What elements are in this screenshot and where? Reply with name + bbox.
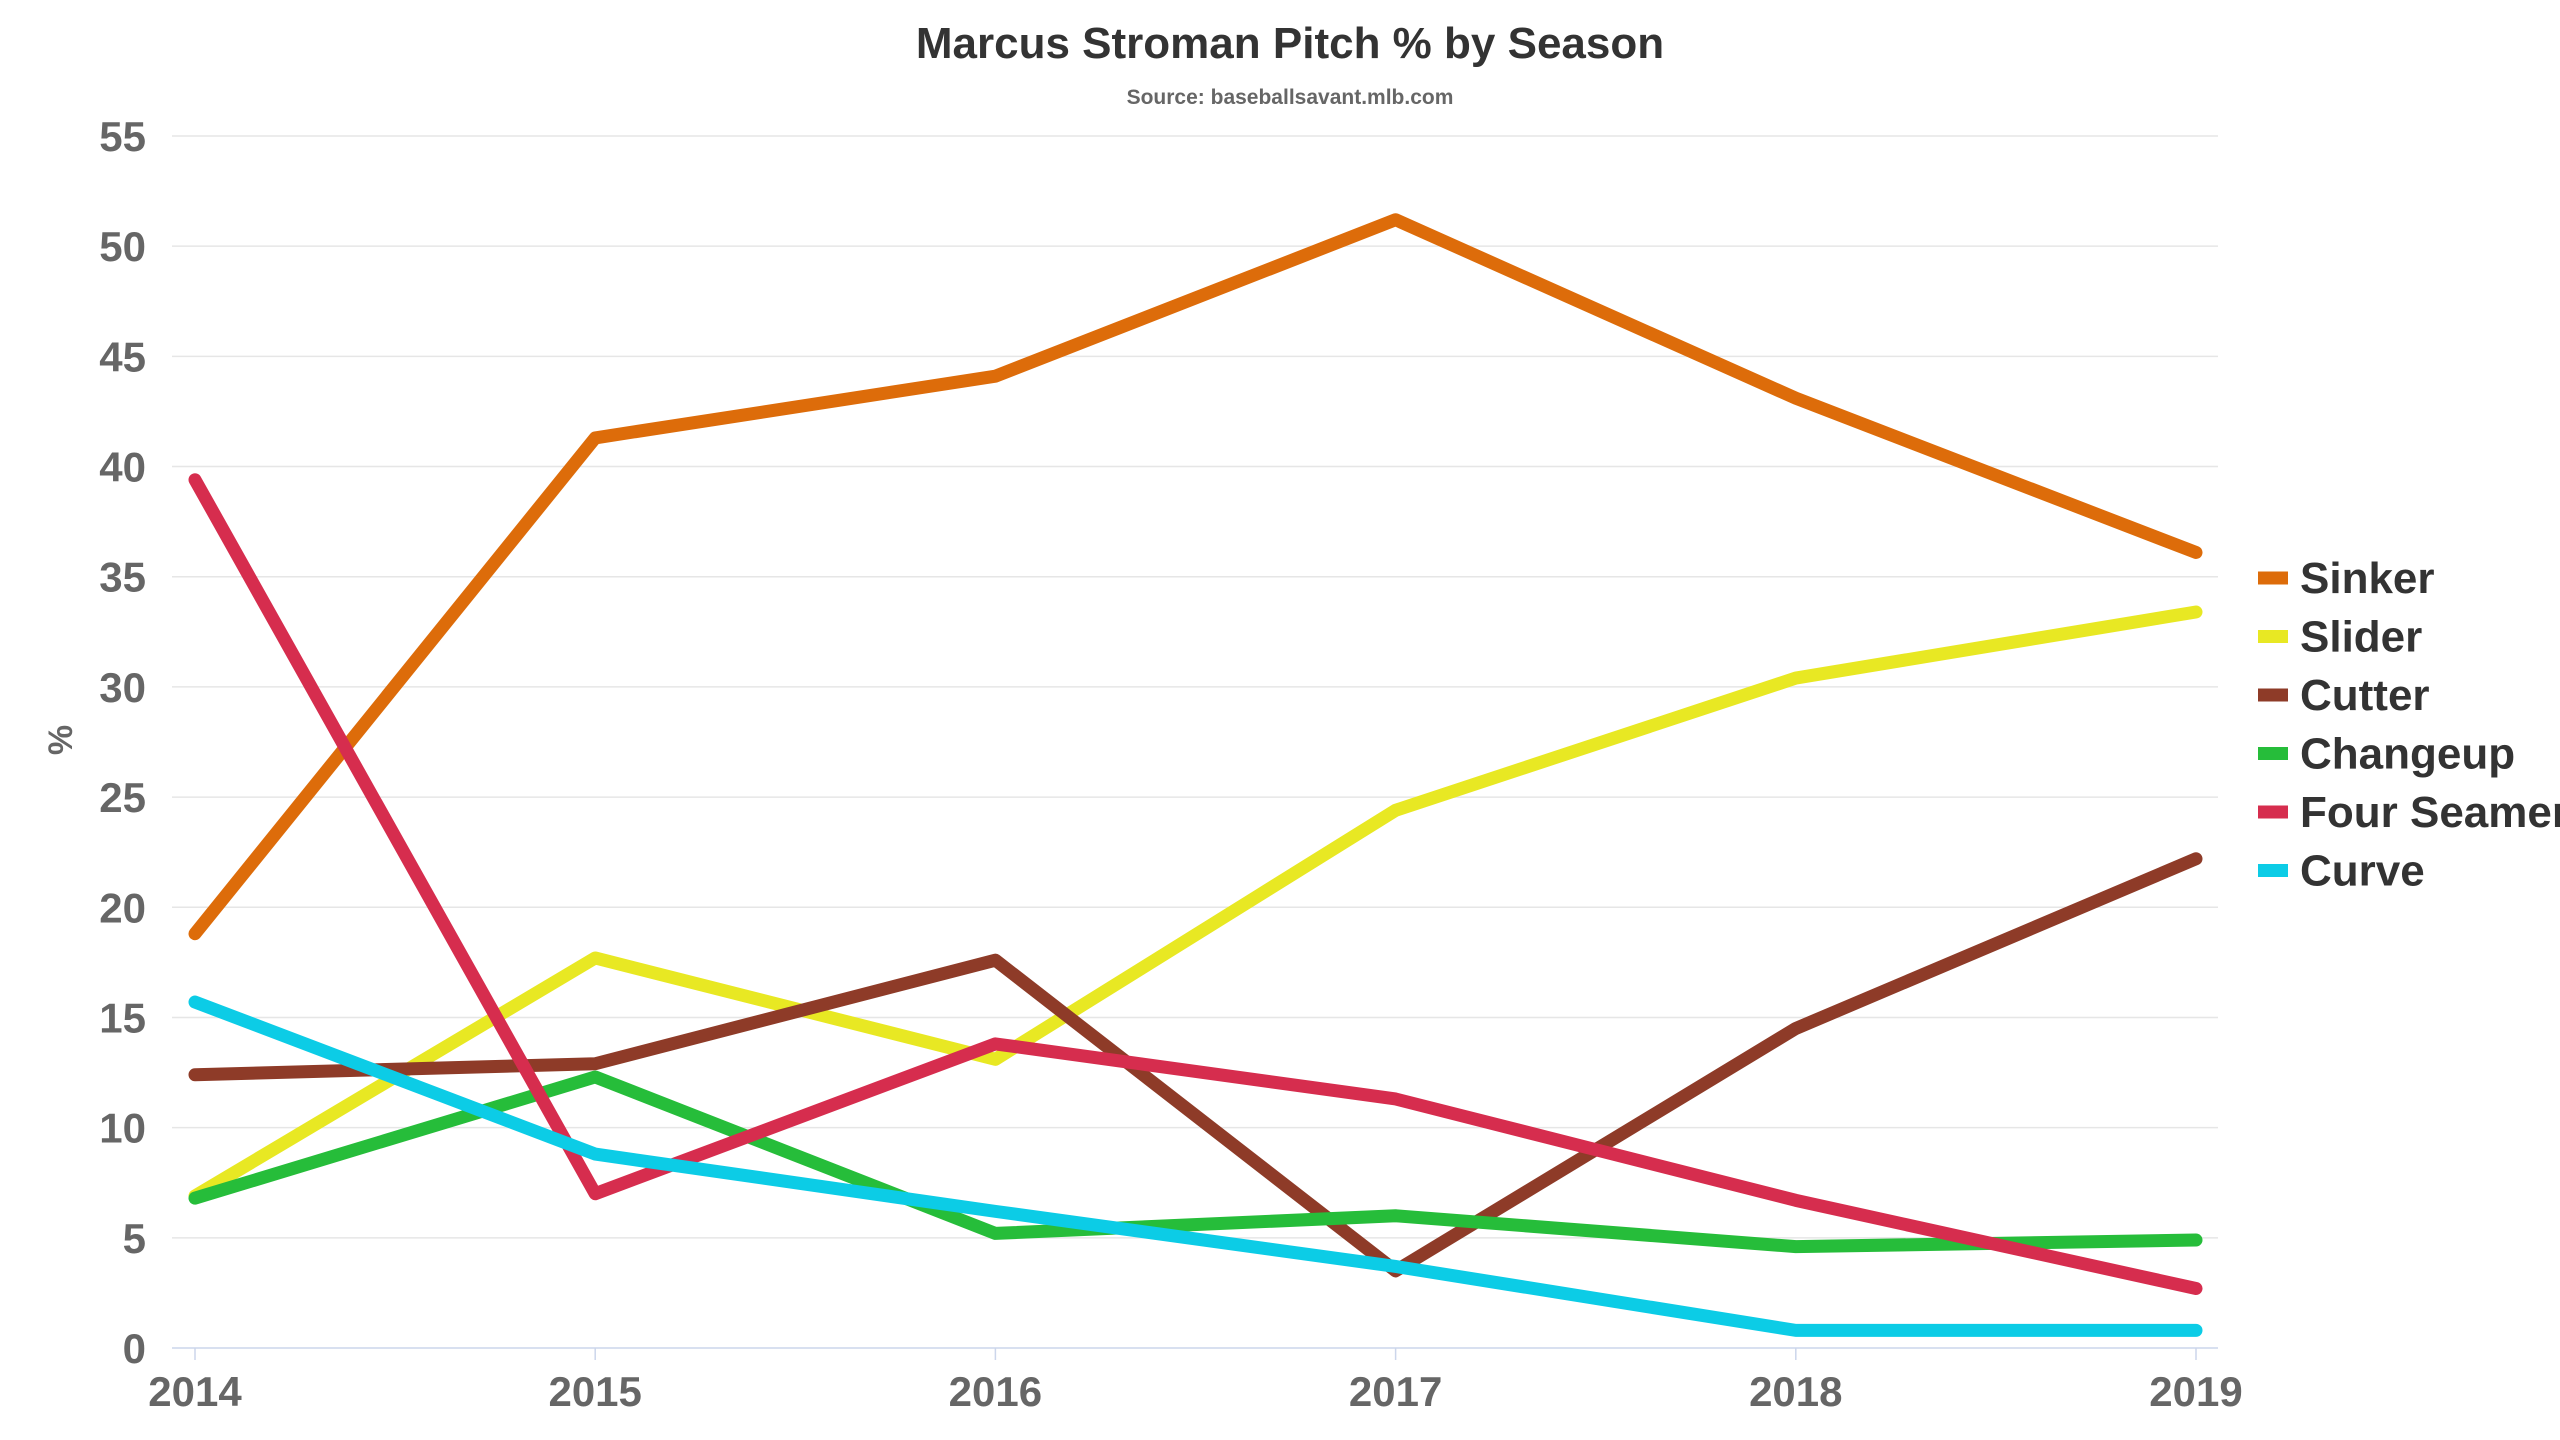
legend-label: Cutter: [2300, 671, 2430, 720]
legend-item-changeup[interactable]: Changeup: [2258, 730, 2515, 779]
y-axis-label: %: [42, 725, 80, 755]
y-tick-label: 35: [99, 554, 146, 601]
legend-item-sinker[interactable]: Sinker: [2258, 554, 2435, 603]
legend-label: Sinker: [2300, 554, 2435, 603]
series-line-cutter[interactable]: [188, 852, 2203, 1278]
legend-item-four-seamer[interactable]: Four Seamer: [2258, 788, 2560, 837]
chart-subtitle: Source: baseballsavant.mlb.com: [1127, 86, 1454, 109]
x-tick-label: 2019: [2149, 1368, 2242, 1415]
chart-title: Marcus Stroman Pitch % by Season: [916, 19, 1664, 68]
y-tick-label: 0: [123, 1325, 146, 1372]
series-line-sinker[interactable]: [188, 213, 2203, 941]
y-tick-label: 25: [99, 774, 146, 821]
y-tick-label: 40: [99, 444, 146, 491]
legend-label: Curve: [2300, 847, 2425, 896]
y-tick-label: 30: [99, 664, 146, 711]
legend-label: Four Seamer: [2300, 788, 2560, 837]
legend-item-slider[interactable]: Slider: [2258, 613, 2422, 662]
legend: Sinker Slider Cutter Changeup Four Seamer Cur…: [2258, 554, 2560, 896]
y-tick-label: 15: [99, 994, 146, 1041]
x-tick-label: 2018: [1749, 1368, 1842, 1415]
y-tick-label: 10: [99, 1105, 146, 1152]
y-tick-label: 45: [99, 333, 146, 380]
y-tick-label: 20: [99, 884, 146, 931]
x-tick-label: 2017: [1349, 1368, 1442, 1415]
legend-label: Changeup: [2300, 730, 2515, 779]
y-tick-label: 55: [99, 113, 146, 160]
series-line-four-seamer[interactable]: [188, 473, 2203, 1296]
series-line-curve[interactable]: [188, 995, 2203, 1337]
y-tick-label: 5: [123, 1215, 146, 1262]
series-line-slider[interactable]: [188, 605, 2203, 1203]
x-axis-ticks: 2014 2015 2016 2017 2018 2019: [148, 1348, 2243, 1415]
x-tick-label: 2016: [949, 1368, 1042, 1415]
series-line-changeup[interactable]: [188, 1070, 2203, 1254]
legend-label: Slider: [2300, 613, 2422, 662]
legend-item-curve[interactable]: Curve: [2258, 847, 2425, 896]
y-axis-ticks: 0 5 10 15 20 25 30 35 40 45 50 55: [99, 113, 146, 1372]
x-tick-label: 2015: [548, 1368, 641, 1415]
series-lines: [188, 213, 2203, 1337]
y-tick-label: 50: [99, 223, 146, 270]
x-tick-label: 2014: [148, 1368, 242, 1415]
legend-item-cutter[interactable]: Cutter: [2258, 671, 2430, 720]
